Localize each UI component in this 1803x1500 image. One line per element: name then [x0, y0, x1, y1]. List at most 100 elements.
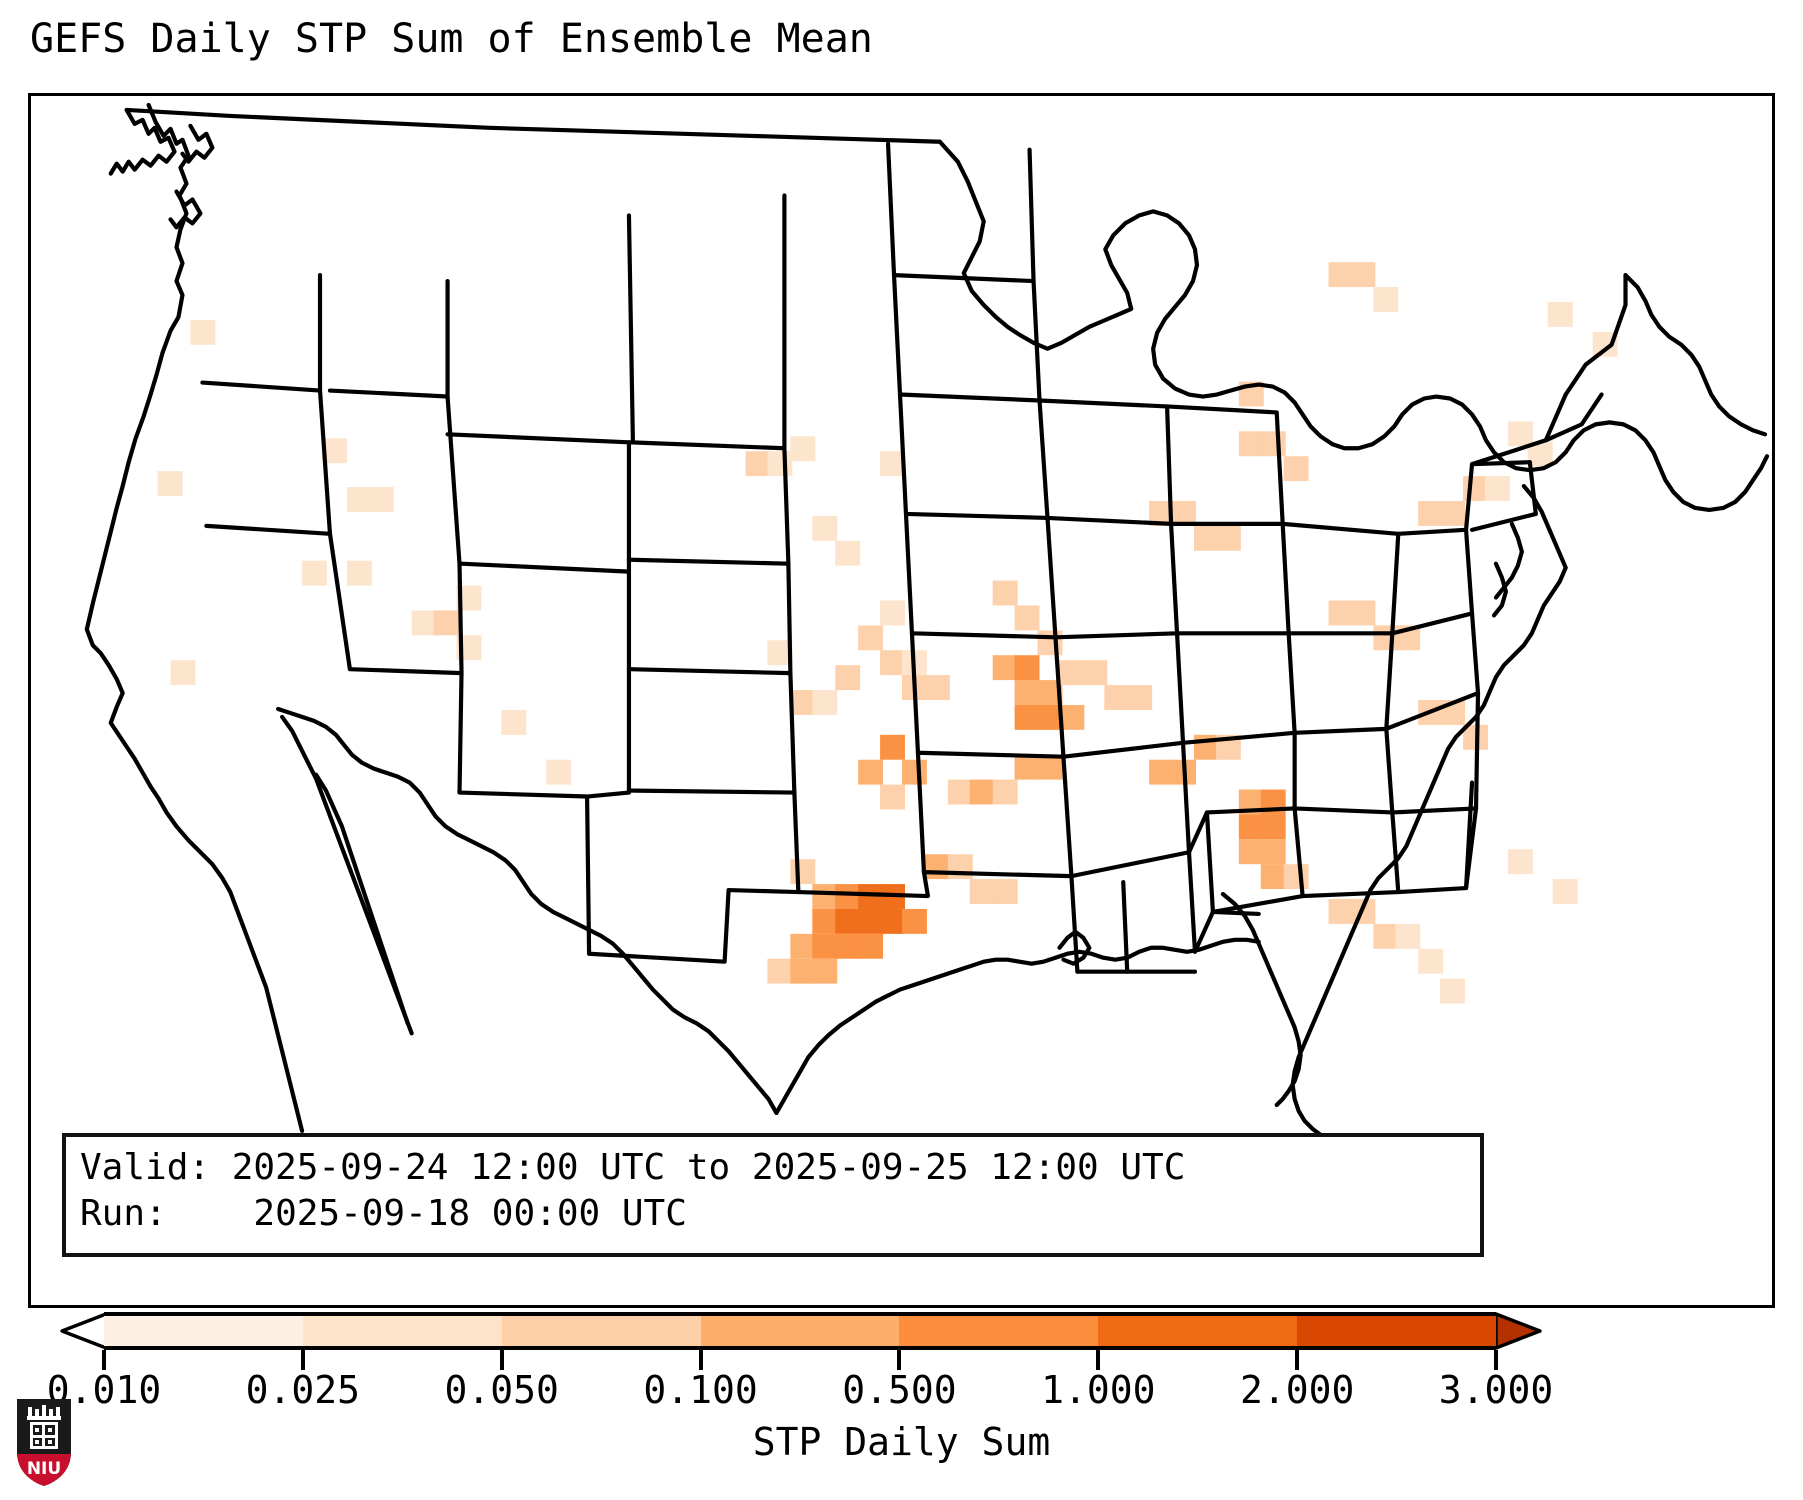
stp-cell	[901, 908, 927, 934]
niu-logo-text: NIU	[27, 1459, 61, 1479]
run-time-text: Run: 2025-09-18 00:00 UTC	[80, 1193, 687, 1234]
stp-cell	[1215, 734, 1241, 760]
stp-cell	[858, 759, 884, 785]
stp-cell	[790, 933, 816, 959]
stp-cell	[880, 908, 905, 934]
stp-cell	[901, 759, 927, 785]
stp-cell	[302, 560, 327, 586]
stp-cell	[1238, 789, 1264, 815]
colorbar[interactable]	[60, 1312, 1542, 1352]
colorbar-tick-3	[698, 1350, 703, 1370]
stp-cell	[1440, 700, 1466, 725]
stp-cell	[767, 640, 793, 666]
stp-cell	[1484, 476, 1510, 501]
colorbar-tick-1	[300, 1350, 305, 1370]
stp-cell	[1171, 759, 1196, 785]
stp-cell	[745, 451, 771, 477]
stp-cell	[346, 560, 372, 586]
colorbar-tick-label-2: 0.050	[444, 1368, 559, 1412]
stp-cell	[1527, 441, 1553, 467]
stp-cell	[1215, 525, 1241, 551]
stp-cell	[992, 879, 1018, 904]
stp-cell	[901, 675, 927, 701]
stp-cell	[812, 933, 838, 959]
stp-cell	[1350, 600, 1376, 626]
stp-cell	[1418, 700, 1444, 725]
colorbar-tick-label-7: 3.000	[1438, 1368, 1554, 1412]
stp-cell	[1350, 899, 1376, 924]
stp-cell	[1238, 839, 1264, 865]
stp-cell	[812, 690, 838, 715]
stp-cell	[767, 451, 793, 477]
colorbar-band-5	[1098, 1316, 1298, 1346]
stp-heatmap-layer	[157, 262, 1618, 1004]
colorbar-band-6	[1297, 1316, 1497, 1346]
stp-cell	[969, 779, 995, 805]
stp-cell	[1014, 704, 1040, 730]
stp-cell	[1418, 500, 1444, 526]
colorbar-tick-6	[1295, 1350, 1300, 1370]
stp-cell	[433, 610, 459, 636]
stp-cell	[1507, 849, 1533, 875]
stp-cell	[812, 958, 838, 984]
stp-cell	[1373, 625, 1399, 651]
stp-cell	[190, 319, 216, 345]
stp-cell	[1171, 500, 1196, 526]
stp-cell	[790, 690, 816, 715]
stp-cell	[767, 958, 793, 984]
stp-cell	[1127, 685, 1153, 710]
stp-cell	[880, 884, 905, 909]
stp-cell	[368, 487, 394, 512]
stp-cell	[1037, 680, 1063, 705]
colorbar-axis-label: STP Daily Sum	[752, 1420, 1051, 1464]
stp-cell	[1037, 630, 1063, 656]
stp-cell	[1059, 660, 1085, 686]
colorbar-gradient	[104, 1312, 1497, 1350]
map-panel[interactable]	[28, 93, 1775, 1308]
stp-cell	[901, 650, 927, 676]
stp-cell	[1059, 704, 1085, 730]
stp-cell	[1395, 625, 1421, 651]
colorbar-tick-4	[897, 1350, 902, 1370]
stp-cell	[157, 471, 183, 497]
stp-cell	[1238, 431, 1264, 457]
stp-cell	[1014, 605, 1040, 631]
stp-cell	[1395, 923, 1421, 949]
stp-cell	[1552, 879, 1578, 904]
colorbar-band-4	[899, 1316, 1099, 1346]
colorbar-band-0	[104, 1316, 303, 1346]
stp-cell	[321, 438, 347, 464]
stp-cell	[812, 884, 838, 909]
colorbar-tick-labels: 0.010 0.025 0.050 0.100 0.500 1.000 2.000 3.000	[0, 1368, 1803, 1418]
stp-cell	[880, 784, 905, 810]
stp-cell	[346, 487, 372, 512]
stp-cell	[1260, 814, 1286, 840]
stp-cell	[1283, 864, 1309, 890]
stp-cell	[880, 451, 905, 477]
colorbar-tick-label-6: 2.000	[1239, 1368, 1355, 1412]
stp-cell	[456, 585, 482, 611]
colorbar-band-3	[700, 1316, 900, 1346]
stp-cell	[1014, 754, 1040, 780]
stp-cell	[1440, 500, 1466, 526]
map-canvas	[31, 96, 1772, 1305]
stp-cell	[880, 734, 905, 760]
colorbar-band-1	[302, 1316, 502, 1346]
stp-cell	[790, 958, 816, 984]
stp-cell	[924, 675, 950, 701]
stp-cell	[1104, 685, 1130, 710]
stp-cell	[812, 908, 838, 934]
forecast-info-box: Valid: 2025-09-24 12:00 UTC to 2025-09-2…	[62, 1133, 1484, 1257]
stp-cell	[1373, 923, 1399, 949]
colorbar-tick-label-3: 0.100	[643, 1368, 758, 1412]
stp-cell	[835, 908, 861, 934]
stp-cell	[924, 854, 950, 880]
colorbar-tick-0	[102, 1350, 106, 1370]
stp-cell	[835, 665, 861, 691]
stp-cell	[1238, 814, 1264, 840]
stp-cell	[969, 879, 995, 904]
stp-cell	[858, 884, 884, 909]
stp-cell	[858, 908, 884, 934]
colorbar-over-arrow	[1496, 1312, 1542, 1350]
stp-cell	[858, 933, 884, 959]
